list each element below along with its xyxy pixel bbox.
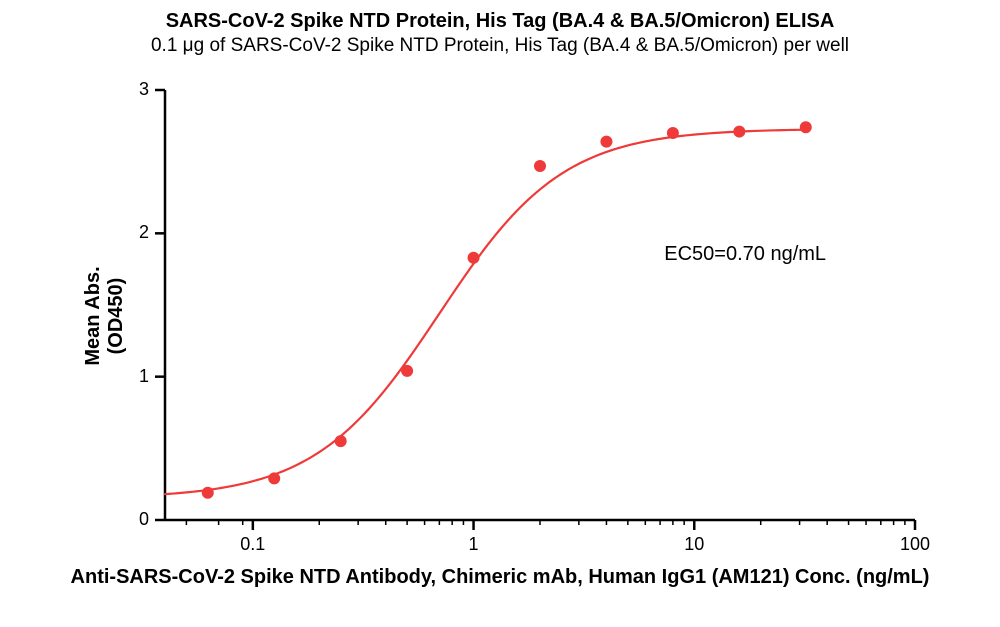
ec50-annotation: EC50=0.70 ng/mL [664,243,826,266]
y-tick-label: 0 [123,509,149,530]
plot-area [165,90,915,520]
y-tick-label: 3 [123,79,149,100]
elisa-chart: SARS-CoV-2 Spike NTD Protein, His Tag (B… [0,0,1000,627]
x-axis-label: Anti-SARS-CoV-2 Spike NTD Antibody, Chim… [0,566,1000,589]
title-block: SARS-CoV-2 Spike NTD Protein, His Tag (B… [0,10,1000,57]
y-tick-label: 2 [123,222,149,243]
x-tick-label: 1 [444,534,504,555]
x-tick-label: 100 [885,534,945,555]
chart-subtitle: 0.1 μg of SARS-CoV-2 Spike NTD Protein, … [0,35,1000,57]
x-tick-label: 0.1 [223,534,283,555]
plot-svg [145,80,925,540]
y-tick-label: 1 [123,366,149,387]
x-tick-label: 10 [664,534,724,555]
chart-title: SARS-CoV-2 Spike NTD Protein, His Tag (B… [0,10,1000,33]
y-axis-label: Mean Abs. (OD450) [82,226,128,406]
